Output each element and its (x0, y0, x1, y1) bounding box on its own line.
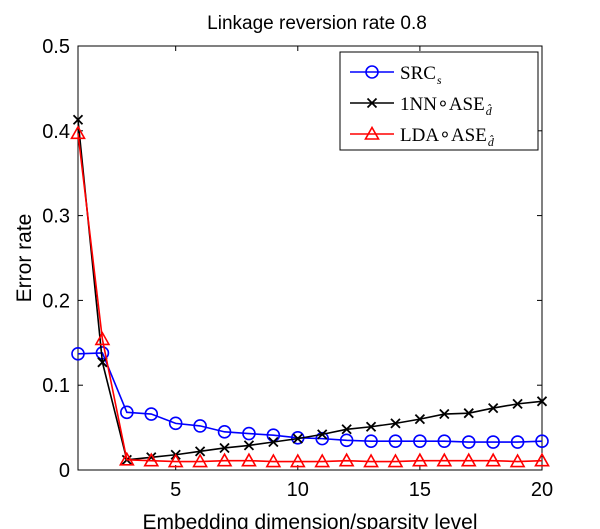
data-point-lda-ase (265, 453, 282, 468)
y-tick-label: 0.4 (42, 121, 70, 143)
x-tick-label: 15 (409, 479, 431, 501)
data-point-lda-ase (143, 452, 160, 467)
legend-marker (364, 125, 380, 140)
data-point-lda-ase (509, 453, 526, 468)
data-point-lda-ase (436, 452, 453, 467)
data-point-1nn-ase (219, 442, 230, 454)
legend-marker (366, 97, 378, 109)
data-point-src-s (144, 407, 159, 421)
legend-marker (365, 65, 379, 79)
data-point-lda-ase (216, 452, 233, 467)
legend-label-sub: d̂ (488, 135, 495, 149)
data-point-1nn-ase (365, 421, 377, 432)
data-point-1nn-ase (536, 396, 548, 407)
y-tick-label: 0.1 (42, 375, 70, 397)
data-point-lda-ase (241, 452, 257, 467)
y-tick-label: 0.2 (42, 290, 70, 312)
legend-label: SRC (400, 63, 436, 84)
data-point-1nn-ase (268, 436, 279, 448)
data-point-1nn-ase (341, 424, 352, 435)
data-point-src-s (193, 419, 207, 433)
data-point-src-s (217, 425, 232, 439)
data-point-1nn-ase (72, 114, 84, 125)
series-line-src-s (77, 352, 543, 443)
data-point-lda-ase (363, 453, 379, 468)
data-point-lda-ase (387, 453, 404, 468)
data-point-src-s (510, 435, 525, 449)
data-point-1nn-ase (463, 408, 474, 419)
data-point-1nn-ase (243, 440, 255, 451)
axis-ticks: 5 10 15 20 0 0.1 0.2 0.3 0.4 0.5 (42, 36, 553, 501)
data-point-1nn-ase (439, 408, 450, 420)
data-point-1nn-ase (194, 446, 206, 457)
legend-label: 1NN∘ASE (400, 94, 485, 115)
data-point-1nn-ase (390, 418, 401, 429)
data-point-lda-ase (412, 452, 428, 467)
data-point-1nn-ase (97, 357, 108, 368)
data-point-lda-ase (460, 452, 477, 467)
data-point-lda-ase (167, 453, 184, 468)
data-point-1nn-ase (512, 398, 523, 409)
data-point-src-s (364, 434, 378, 448)
data-point-lda-ase (94, 331, 111, 346)
y-tick-label: 0 (59, 460, 70, 482)
x-axis-label: Embedding dimension/sparsity level (142, 511, 477, 529)
data-point-lda-ase (534, 452, 550, 467)
data-point-lda-ase (314, 453, 331, 468)
series-lda-ase (70, 125, 550, 468)
data-point-1nn-ase (292, 433, 303, 444)
y-axis-label: Error rate (13, 214, 36, 303)
x-tick-label: 20 (531, 479, 553, 501)
data-point-src-s (120, 405, 134, 420)
data-point-src-s (413, 434, 427, 448)
data-point-src-s (315, 431, 330, 446)
data-point-src-s (437, 434, 452, 448)
data-point-lda-ase (118, 451, 135, 466)
data-point-src-s (486, 435, 500, 449)
legend-label: LDA∘ASE (400, 125, 487, 146)
data-point-lda-ase (485, 452, 502, 467)
data-point-src-s (242, 426, 256, 441)
y-tick-label: 0.3 (42, 206, 70, 228)
data-point-1nn-ase (317, 429, 328, 440)
data-point-src-s (388, 434, 403, 448)
data-point-1nn-ase (414, 413, 426, 425)
data-point-src-s (339, 433, 354, 448)
data-point-src-s (71, 347, 85, 361)
data-point-src-s (168, 416, 183, 431)
data-point-lda-ase (192, 453, 208, 468)
data-point-src-s (535, 434, 549, 448)
legend-label-sub: s (437, 73, 442, 87)
legend-label-sub: d̂ (486, 104, 493, 118)
data-point-lda-ase (338, 452, 355, 467)
data-point-lda-ase (70, 125, 86, 140)
series-line-1nn-ase (77, 119, 543, 461)
data-point-1nn-ase (488, 402, 499, 414)
series-layer (70, 114, 550, 468)
data-point-src-s (461, 435, 476, 449)
x-tick-label: 10 (287, 479, 309, 501)
data-point-lda-ase (289, 453, 306, 468)
y-tick-label: 0.5 (42, 36, 70, 58)
chart-title: Linkage reversion rate 0.8 (207, 13, 427, 34)
x-tick-label: 5 (170, 479, 181, 501)
